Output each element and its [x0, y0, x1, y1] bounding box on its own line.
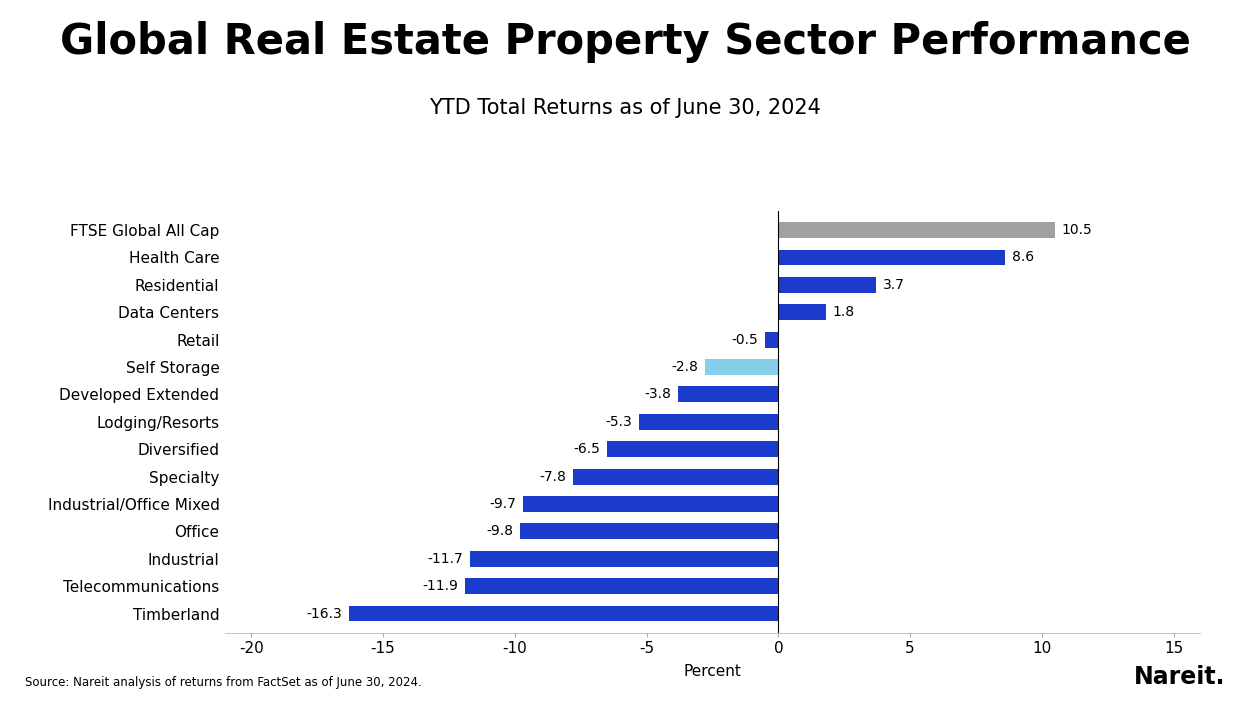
Text: YTD Total Returns as of June 30, 2024: YTD Total Returns as of June 30, 2024 — [429, 98, 821, 118]
Text: -2.8: -2.8 — [671, 360, 698, 374]
Text: -16.3: -16.3 — [306, 607, 343, 621]
Text: 3.7: 3.7 — [882, 278, 904, 292]
Bar — [765, 332, 779, 347]
Bar — [608, 441, 779, 457]
Text: -7.8: -7.8 — [539, 470, 566, 484]
Text: 8.6: 8.6 — [1011, 250, 1034, 264]
Text: -9.8: -9.8 — [486, 524, 514, 538]
Text: -11.9: -11.9 — [422, 579, 459, 593]
Text: Source: Nareit analysis of returns from FactSet as of June 30, 2024.: Source: Nareit analysis of returns from … — [25, 676, 421, 689]
Bar — [639, 414, 779, 430]
Text: -3.8: -3.8 — [645, 387, 671, 401]
Text: -0.5: -0.5 — [731, 333, 759, 347]
Bar — [572, 469, 779, 484]
Bar — [779, 277, 876, 292]
Bar — [679, 387, 779, 402]
Bar — [705, 359, 779, 375]
Text: Nareit.: Nareit. — [1134, 665, 1225, 689]
Bar — [465, 578, 779, 594]
Text: -9.7: -9.7 — [489, 497, 516, 511]
Bar — [779, 222, 1055, 238]
Bar — [349, 605, 779, 621]
Text: Global Real Estate Property Sector Performance: Global Real Estate Property Sector Perfo… — [60, 21, 1190, 63]
Bar — [520, 524, 779, 539]
X-axis label: Percent: Percent — [684, 664, 741, 679]
Bar — [522, 496, 779, 512]
Bar — [779, 250, 1005, 266]
Bar — [470, 551, 779, 567]
Text: 10.5: 10.5 — [1061, 223, 1092, 237]
Text: -6.5: -6.5 — [574, 442, 600, 456]
Text: -11.7: -11.7 — [428, 552, 464, 566]
Text: 1.8: 1.8 — [832, 305, 855, 319]
Bar — [779, 304, 826, 320]
Text: -5.3: -5.3 — [605, 415, 632, 429]
